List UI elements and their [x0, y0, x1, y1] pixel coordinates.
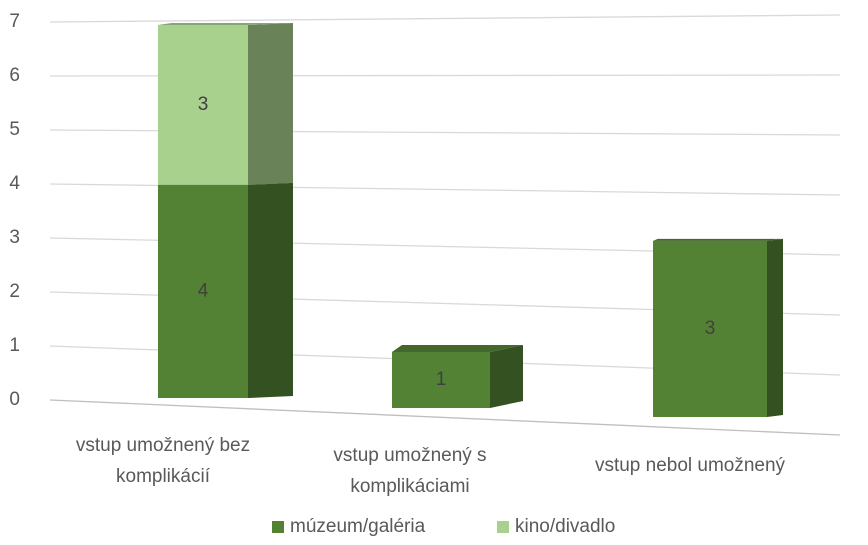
bar-top: [653, 238, 783, 241]
y-tick-label: 7: [9, 11, 20, 32]
y-tick-label: 2: [9, 281, 20, 302]
legend-label: múzeum/galéria: [290, 516, 426, 537]
data-label: 3: [705, 318, 716, 339]
bar-side: [248, 182, 293, 398]
bar-side: [248, 23, 293, 185]
legend-swatch: [272, 521, 284, 533]
bar-top: [392, 345, 523, 352]
bar-top: [158, 23, 293, 25]
legend-swatch: [497, 521, 509, 533]
bar-front: [653, 240, 767, 417]
bar-side: [767, 238, 783, 417]
y-tick-label: 0: [9, 389, 20, 410]
y-tick-label: 5: [9, 119, 20, 140]
x-tick-label: vstup umožnený s komplikáciami: [333, 445, 487, 497]
legend-item: kino/divadlo: [497, 516, 615, 538]
y-tick-label: 1: [9, 335, 20, 356]
data-label: 1: [436, 369, 447, 390]
bar-front: [392, 352, 490, 408]
bar-side: [490, 345, 523, 408]
legend-item: múzeum/galéria: [272, 516, 425, 538]
x-tick-label: vstup umožnený bez komplikácií: [75, 435, 251, 487]
x-tick-label: vstup nebol umožnený: [594, 455, 786, 476]
y-tick-label: 4: [9, 173, 20, 194]
grid-line: [49, 14, 841, 23]
data-label: 4: [198, 280, 209, 301]
y-tick-label: 6: [9, 65, 20, 86]
grid-line: [49, 399, 841, 436]
legend-label: kino/divadlo: [515, 516, 616, 537]
y-tick-label: 3: [9, 227, 20, 248]
bar-front: [158, 184, 248, 398]
data-label: 3: [198, 94, 209, 115]
bar-front: [158, 25, 248, 185]
